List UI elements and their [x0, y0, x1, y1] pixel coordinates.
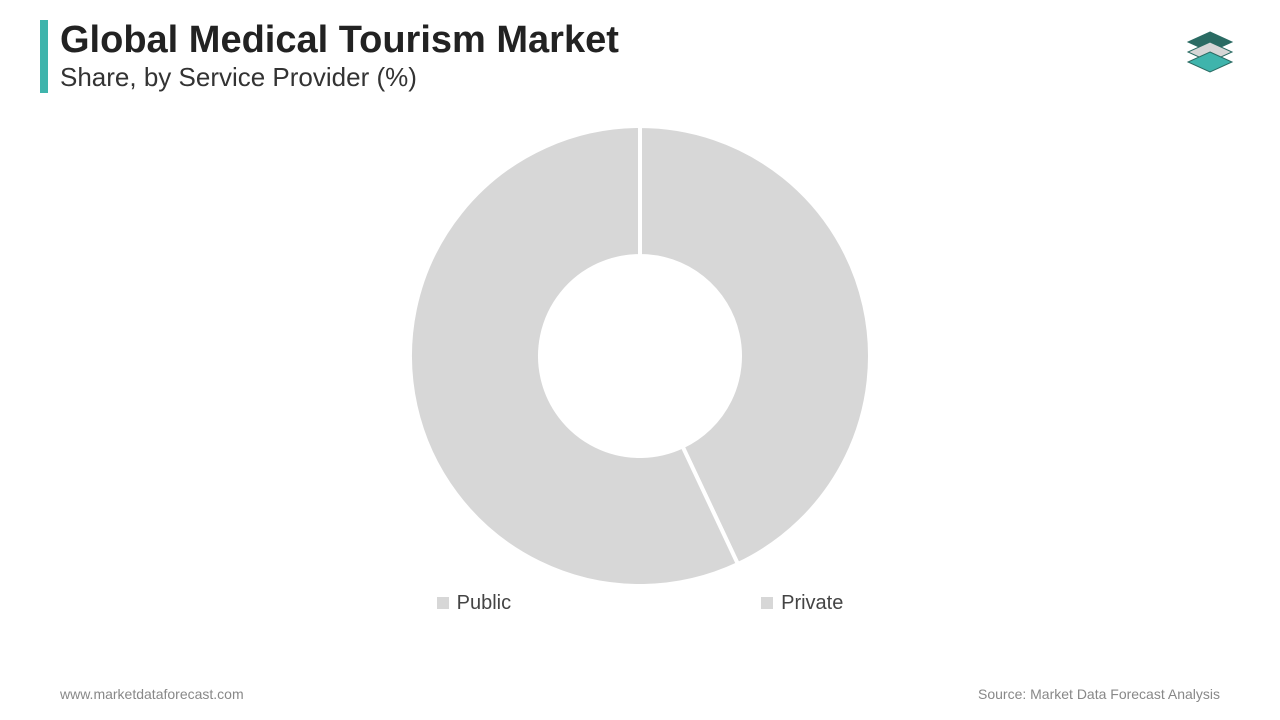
- title-block: Global Medical Tourism Market Share, by …: [60, 20, 619, 93]
- chart-area: Public Private: [0, 120, 1280, 620]
- page-subtitle: Share, by Service Provider (%): [60, 62, 619, 93]
- legend-label: Public: [457, 592, 511, 615]
- legend-swatch-icon: [761, 597, 773, 609]
- header: Global Medical Tourism Market Share, by …: [40, 20, 619, 93]
- page-title: Global Medical Tourism Market: [60, 20, 619, 62]
- brand-logo-icon: [1180, 20, 1240, 80]
- donut-chart: [410, 126, 870, 586]
- footer-right: Source: Market Data Forecast Analysis: [978, 686, 1220, 702]
- footer-left: www.marketdataforecast.com: [60, 686, 244, 702]
- legend-label: Private: [781, 592, 843, 615]
- footer: www.marketdataforecast.com Source: Marke…: [0, 686, 1280, 702]
- legend-swatch-icon: [437, 597, 449, 609]
- legend-item-private: Private: [761, 592, 843, 615]
- chart-legend: Public Private: [437, 592, 844, 615]
- legend-item-public: Public: [437, 592, 511, 615]
- page-root: Global Medical Tourism Market Share, by …: [0, 0, 1280, 720]
- accent-bar: [40, 20, 48, 93]
